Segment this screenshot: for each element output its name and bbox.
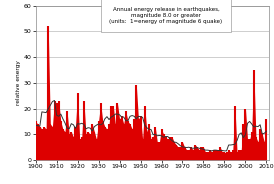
Text: Annual energy release in earthquakes,
magnitude 8.0 or greater
(units:  1=energy: Annual energy release in earthquakes, ma… [110, 7, 222, 24]
Y-axis label: relative energy: relative energy [16, 60, 21, 105]
